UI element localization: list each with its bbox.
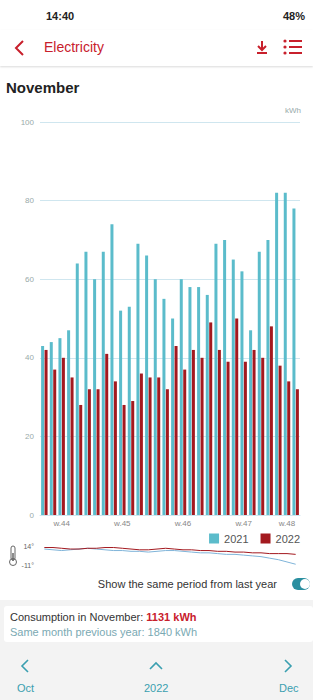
svg-text:0: 0 [30,511,35,520]
svg-text:kWh: kWh [285,106,301,115]
svg-text:w.48: w.48 [278,519,296,528]
html-text:Consumption in November: 1131: Consumption in November: 1131 kWh [10,611,197,623]
html-text:Oct: Oct [17,682,35,694]
html-text:Same month previous year: 1840: Same month previous year: 1840 kWh [10,626,198,638]
svg-text:60: 60 [25,275,34,284]
svg-text:w.47: w.47 [234,519,252,528]
svg-text:w.44: w.44 [52,519,70,528]
html-text:November: November [6,79,80,96]
svg-text:w.45: w.45 [113,519,131,528]
svg-text:80: 80 [25,196,34,205]
svg-text:2021: 2021 [224,533,248,545]
html-text:Electricity: Electricity [44,39,104,55]
svg-text:40: 40 [25,353,34,362]
html-text:14:40: 14:40 [46,10,75,22]
html-text:48%: 48% [283,10,305,22]
html-text:2022: 2022 [144,682,169,694]
html-text:Show the same period from last: Show the same period from last year [97,578,277,590]
svg-text:-11°: -11° [22,562,35,569]
svg-text:w.46: w.46 [174,519,192,528]
svg-text:2022: 2022 [276,533,300,545]
svg-text:14°: 14° [23,543,34,550]
html-text:Dec: Dec [279,682,299,694]
svg-text:20: 20 [25,432,34,441]
svg-text:100: 100 [21,118,35,127]
